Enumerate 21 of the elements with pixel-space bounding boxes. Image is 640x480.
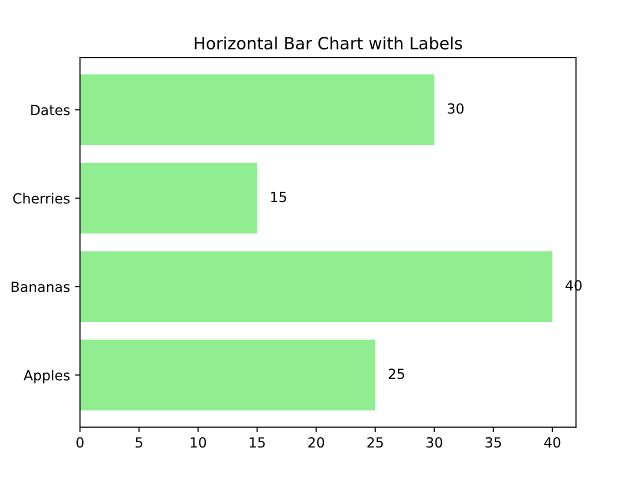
bar [80, 74, 434, 146]
bar [80, 340, 376, 410]
x-tick-label: 30 [426, 437, 442, 448]
chart-title: Horizontal Bar Chart with Labels [194, 36, 462, 50]
x-tick-label: 5 [136, 437, 142, 448]
data-label: 30 [448, 103, 464, 114]
x-tick-label: 35 [486, 437, 501, 448]
y-tick-label: Bananas [12, 282, 70, 292]
x-tick-label: 40 [544, 437, 560, 448]
bar [80, 251, 552, 322]
bar [80, 162, 258, 234]
x-tick-label: 10 [190, 437, 206, 448]
y-tick-label: Dates [31, 104, 70, 116]
x-tick-label: 15 [250, 437, 265, 448]
data-label: 25 [388, 368, 404, 380]
x-tick-label: 0 [76, 437, 84, 448]
x-tick-label: 20 [308, 437, 324, 448]
x-tick-label: 25 [367, 437, 383, 448]
y-tick-label: Cherries [13, 192, 70, 204]
data-label: 15 [271, 192, 286, 202]
y-tick-label: Apples [24, 370, 70, 384]
